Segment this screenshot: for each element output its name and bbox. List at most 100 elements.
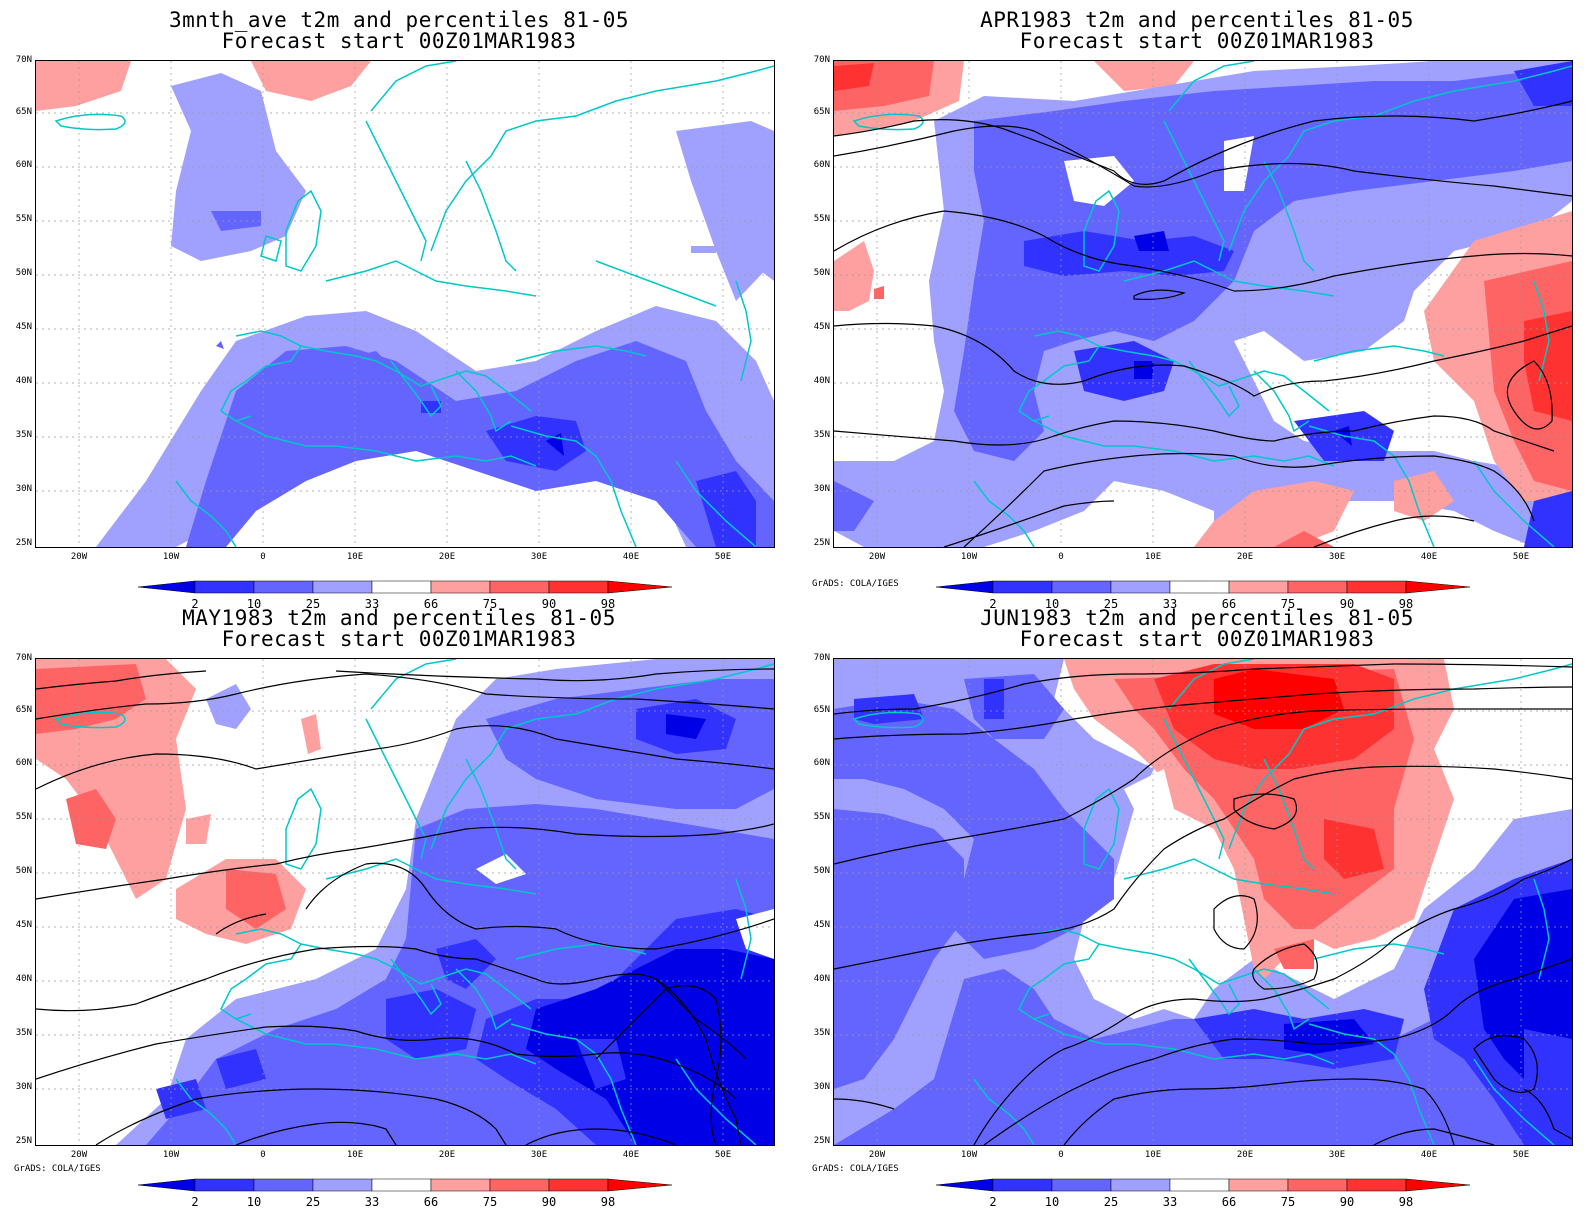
colorbar-label: 10 <box>246 1195 262 1209</box>
colorbar-label: 10 <box>246 597 262 611</box>
colorbar-label: 66 <box>423 1195 439 1209</box>
lon-label: 20E <box>438 1150 456 1160</box>
colorbar-label: 66 <box>1221 1195 1237 1209</box>
lat-label: 55N <box>15 214 32 224</box>
colorbar-label: 98 <box>600 597 616 611</box>
lat-label: 30N <box>15 1082 32 1092</box>
lat-label: 40N <box>15 376 32 386</box>
colorbar-label: 33 <box>364 1195 380 1209</box>
lon-label: 40E <box>622 1150 640 1160</box>
lon-label: 0 <box>260 552 266 562</box>
lat-label: 70N <box>15 55 32 65</box>
lon-label: 10W <box>162 552 180 562</box>
panel-title-line1: JUN1983 t2m and percentiles 81-05 <box>980 606 1414 630</box>
colorbar-label: 75 <box>1280 1195 1296 1209</box>
colorbar-label: 75 <box>482 597 498 611</box>
percentile-colorbar <box>138 1178 672 1192</box>
colorbar-label: 75 <box>1280 597 1296 611</box>
percentile-shading <box>36 61 774 547</box>
colorbar-label: 25 <box>1103 1195 1119 1209</box>
lat-label: 60N <box>15 160 32 170</box>
coastlines <box>54 61 774 547</box>
colorbar-label: 90 <box>1339 1195 1355 1209</box>
lon-label: 0 <box>260 1150 266 1160</box>
temperature-contours <box>834 663 1572 1145</box>
colorbar-label: 90 <box>1339 597 1355 611</box>
lat-label: 70N <box>15 653 32 663</box>
coastlines <box>54 659 774 1145</box>
colorbar-label: 33 <box>1162 1195 1178 1209</box>
lat-label: 45N <box>15 322 32 332</box>
lon-label: 50E <box>714 552 732 562</box>
colorbar-label: 33 <box>1162 597 1178 611</box>
lon-label: 30E <box>530 1150 548 1160</box>
coastlines <box>852 61 1572 547</box>
lat-label: 40N <box>813 376 830 386</box>
lat-label: 30N <box>15 484 32 494</box>
lat-label: 30N <box>813 484 830 494</box>
lat-label: 25N <box>15 538 32 548</box>
percentile-colorbar <box>138 580 672 594</box>
lon-label: 30E <box>1328 1150 1346 1160</box>
colorbar-label: 98 <box>1398 1195 1414 1209</box>
colorbar-label: 90 <box>541 597 557 611</box>
lon-label: 10E <box>346 1150 364 1160</box>
lat-label: 25N <box>813 1136 830 1146</box>
lat-label: 50N <box>813 268 830 278</box>
panel-title-line2: Forecast start 00Z01MAR1983 <box>221 627 577 651</box>
colorbar-label: 25 <box>1103 597 1119 611</box>
panel-title-line1: APR1983 t2m and percentiles 81-05 <box>980 8 1414 32</box>
map-canvas <box>834 659 1572 1145</box>
lat-label: 65N <box>15 705 32 715</box>
lon-label: 10E <box>1144 552 1162 562</box>
lon-label: 20W <box>70 552 88 562</box>
lat-label: 25N <box>15 1136 32 1146</box>
colorbar-label: 98 <box>1398 597 1414 611</box>
percentile-shading <box>834 659 1572 1145</box>
lat-label: 35N <box>15 1028 32 1038</box>
lat-label: 40N <box>813 974 830 984</box>
lon-label: 10E <box>1144 1150 1162 1160</box>
grads-credit: GrADS: COLA/IGES <box>812 1164 899 1174</box>
colorbar-label: 66 <box>423 597 439 611</box>
lon-label: 20W <box>868 552 886 562</box>
lat-label: 35N <box>813 1028 830 1038</box>
colorbar-label: 33 <box>364 597 380 611</box>
lon-label: 40E <box>622 552 640 562</box>
panel-may1983: MAY1983 t2m and percentiles 81-05 Foreca… <box>0 598 798 1208</box>
panel-jun1983: JUN1983 t2m and percentiles 81-05 Foreca… <box>798 598 1596 1208</box>
percentile-colorbar <box>936 580 1470 594</box>
lat-label: 35N <box>813 430 830 440</box>
grads-credit: GrADS: COLA/IGES <box>14 1164 101 1174</box>
lon-label: 40E <box>1420 552 1438 562</box>
lat-label: 45N <box>813 920 830 930</box>
lon-label: 10E <box>346 552 364 562</box>
colorbar-label: 2 <box>191 597 199 611</box>
map-plot <box>833 60 1573 548</box>
map-canvas <box>834 61 1572 547</box>
colorbar-label: 98 <box>600 1195 616 1209</box>
colorbar-label: 90 <box>541 1195 557 1209</box>
lon-label: 50E <box>714 1150 732 1160</box>
lat-label: 55N <box>15 812 32 822</box>
map-canvas <box>36 61 774 547</box>
lat-label: 45N <box>15 920 32 930</box>
lon-label: 50E <box>1512 1150 1530 1160</box>
map-canvas <box>36 659 774 1145</box>
colorbar-label: 25 <box>305 1195 321 1209</box>
lat-label: 50N <box>15 866 32 876</box>
colorbar-label: 2 <box>989 597 997 611</box>
lon-label: 30E <box>530 552 548 562</box>
lat-label: 65N <box>813 107 830 117</box>
colorbar-label: 2 <box>191 1195 199 1209</box>
temperature-contours <box>36 668 774 1145</box>
colorbar-label: 75 <box>482 1195 498 1209</box>
lat-label: 45N <box>813 322 830 332</box>
lat-label: 60N <box>813 758 830 768</box>
lat-label: 70N <box>813 55 830 65</box>
colorbar-label: 2 <box>989 1195 997 1209</box>
lon-label: 10W <box>162 1150 180 1160</box>
panel-3mnth-ave: 3mnth_ave t2m and percentiles 81-05 Fore… <box>0 0 798 610</box>
lat-label: 55N <box>813 214 830 224</box>
panel-title-line1: MAY1983 t2m and percentiles 81-05 <box>182 606 616 630</box>
